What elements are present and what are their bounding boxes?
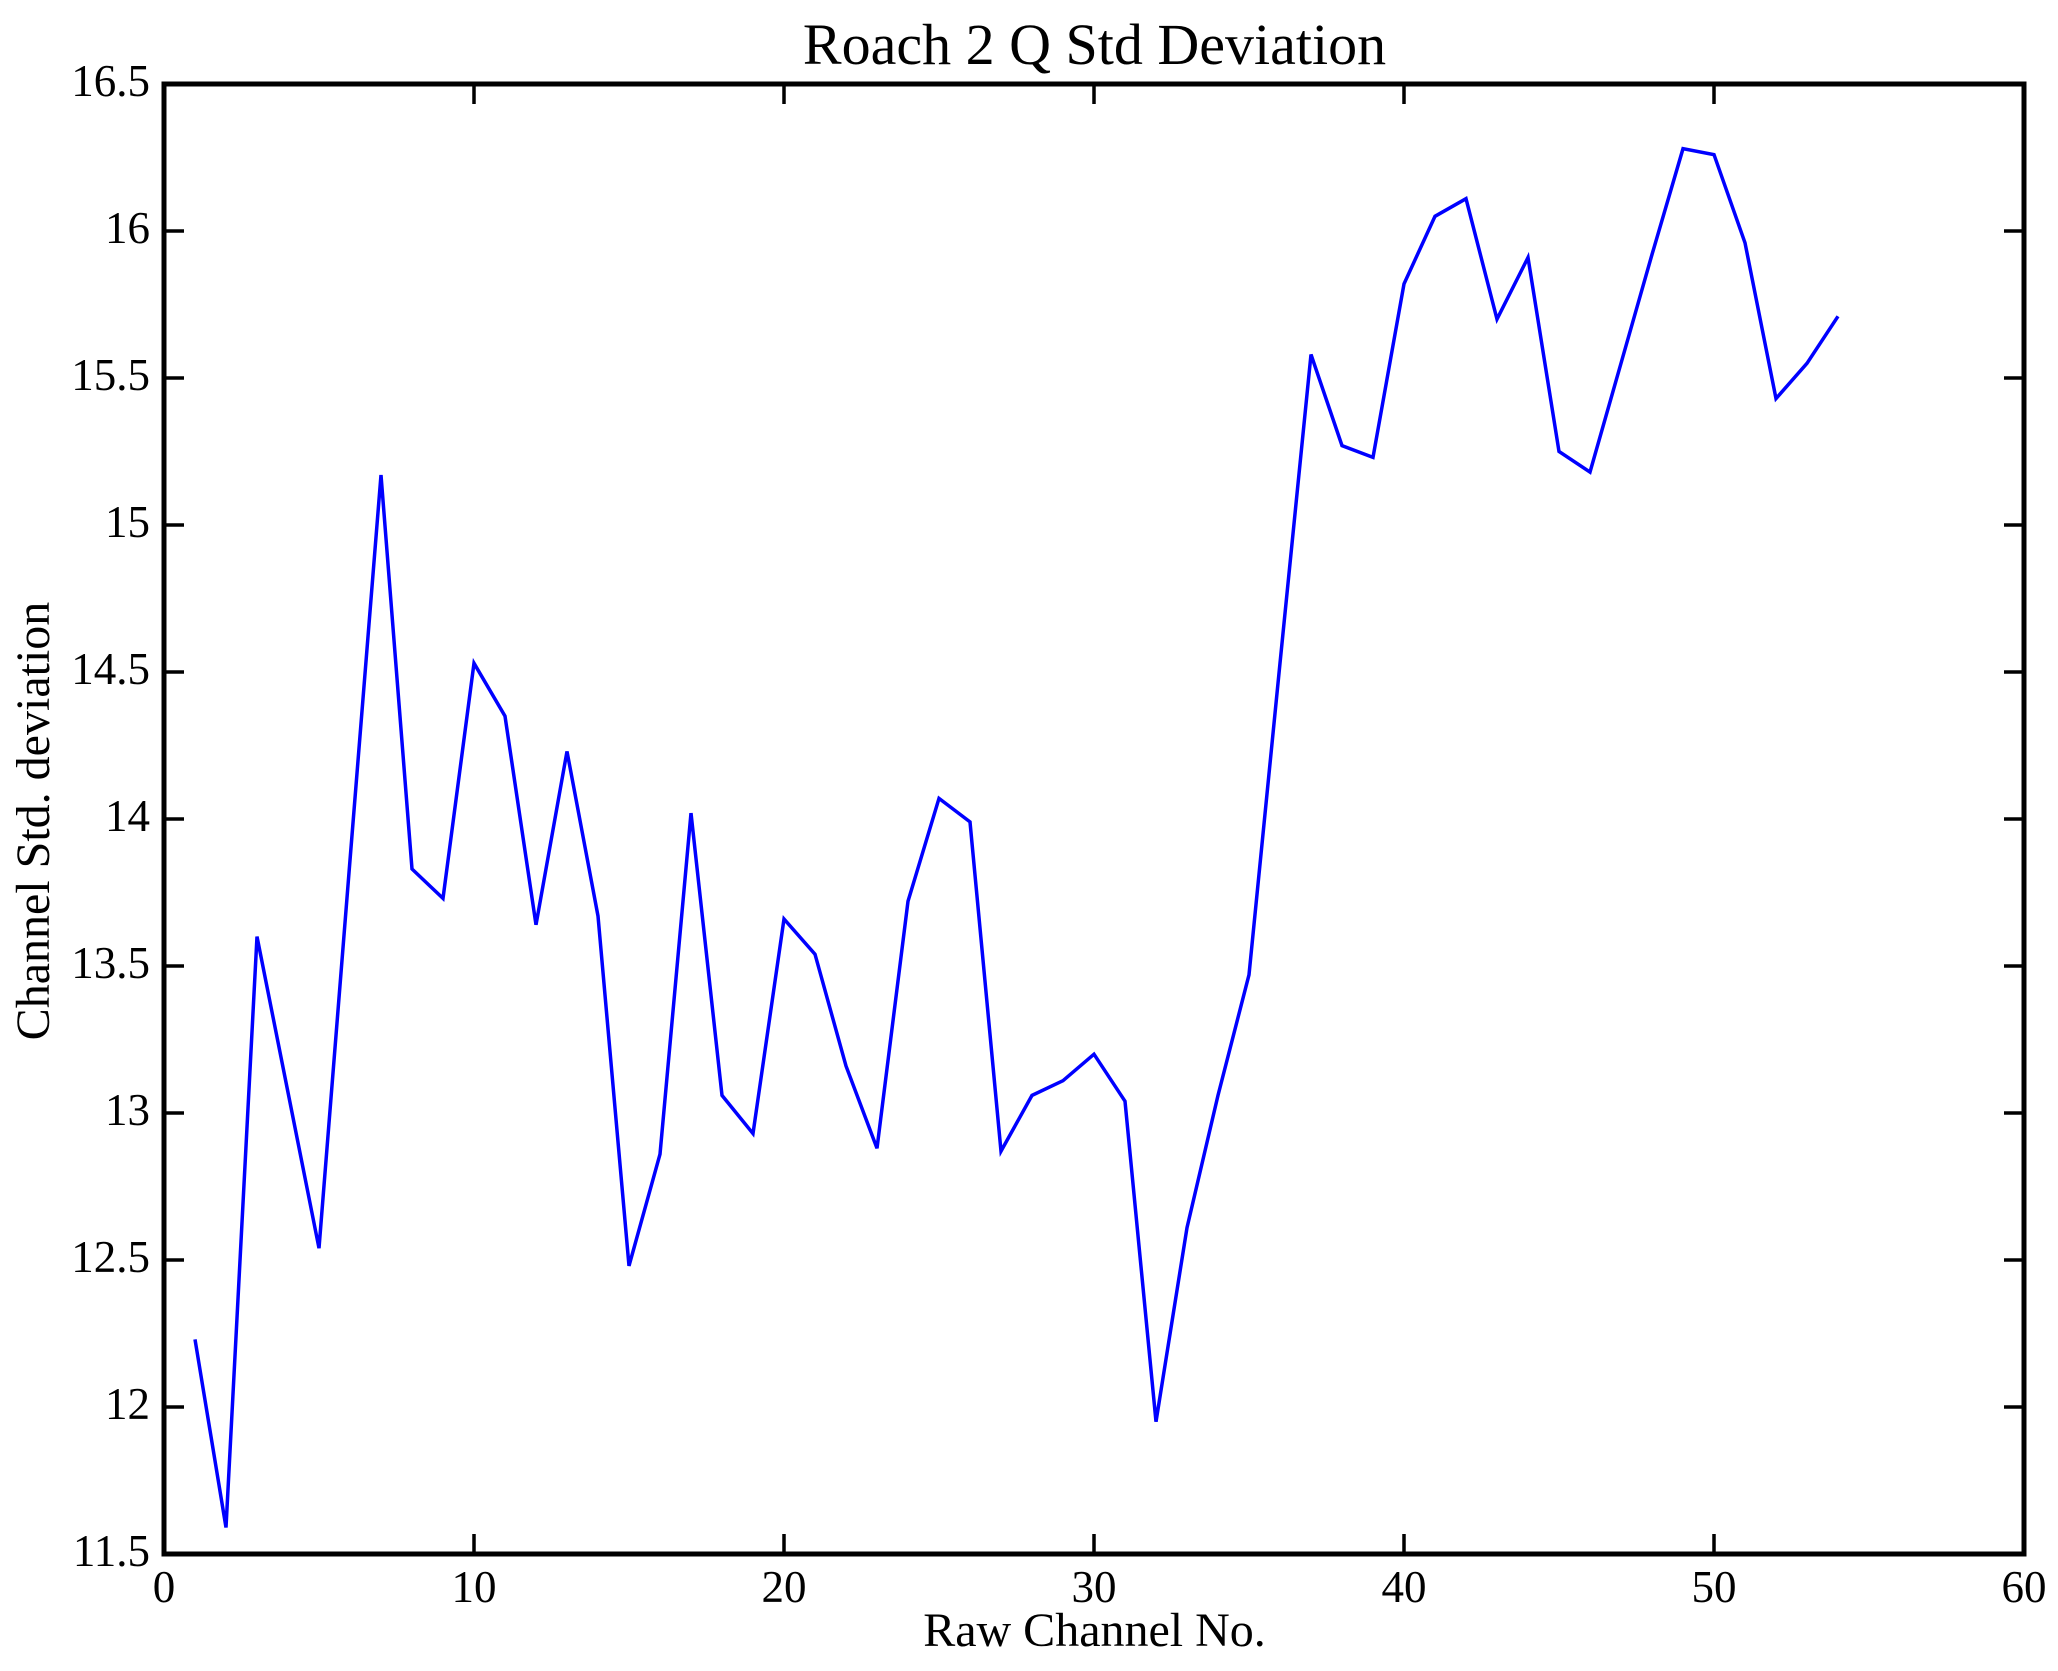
x-tick-label: 30 — [1071, 1562, 1117, 1612]
y-tick-label: 14.5 — [71, 644, 150, 694]
x-axis-label: Raw Channel No. — [923, 1604, 1266, 1657]
y-tick-label: 16.5 — [71, 56, 150, 106]
x-tick-label: 50 — [1691, 1562, 1737, 1612]
y-tick-label: 16 — [105, 203, 150, 253]
data-line — [193, 146, 1840, 1528]
y-tick-label: 14 — [105, 791, 150, 841]
x-tick-label: 40 — [1381, 1562, 1427, 1612]
y-tick-label: 13.5 — [71, 938, 150, 988]
y-tick-label: 15 — [105, 497, 150, 547]
y-tick-label: 15.5 — [71, 350, 150, 400]
plot-border — [161, 81, 2027, 1557]
x-tick-label: 60 — [2001, 1562, 2047, 1612]
x-tick-label: 0 — [152, 1562, 176, 1612]
y-tick-label: 12 — [105, 1379, 150, 1429]
y-tick-label: 12.5 — [71, 1232, 150, 1282]
chart-title: Roach 2 Q Std Deviation — [802, 12, 1387, 77]
x-tick-label: 10 — [451, 1562, 497, 1612]
y-tick-label: 13 — [105, 1085, 150, 1135]
y-tick-label: 11.5 — [72, 1526, 150, 1576]
x-tick-label: 20 — [761, 1562, 807, 1612]
